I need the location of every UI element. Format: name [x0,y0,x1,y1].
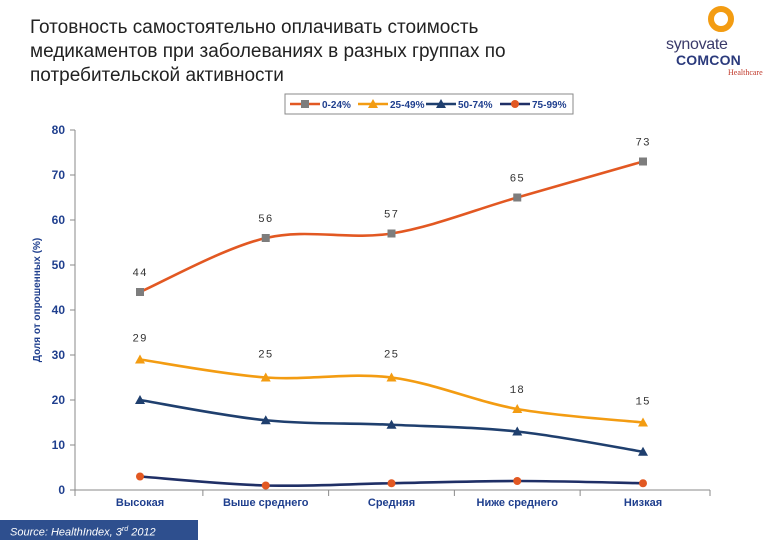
legend-label: 75-99% [532,100,567,111]
data-point-50-74% [638,446,648,456]
y-tick-label: 50 [52,258,66,272]
logo-ring-icon [708,6,734,32]
data-point-0-24% [513,193,522,202]
data-point-50-74% [135,395,145,404]
source-sup: rd [121,526,129,533]
logo-top-text: synovate [666,36,728,53]
source-year: 2012 [131,526,156,539]
data-label: 25 [258,350,273,362]
data-point-25-49% [135,354,145,364]
x-tick-label: Высокая [116,497,164,509]
data-point-50-74% [260,415,271,425]
x-tick-label: Средняя [368,497,415,509]
data-label: 44 [132,268,147,280]
data-label: 65 [510,174,525,186]
source-note: Source: HealthIndex, 3rd 2012 [0,520,198,540]
page-title: Готовность самостоятельно оплачивать сто… [30,16,590,88]
x-tick-label: Ниже среднего [477,497,559,509]
data-label: 56 [258,214,273,226]
data-point-0-24% [136,288,144,296]
synovate-comcon-logo: synovate COMCON Healthcare [658,6,768,77]
data-label: 15 [635,397,650,409]
title-line-1: Готовность самостоятельно оплачивать сто… [30,17,479,38]
x-tick-label: Низкая [624,497,662,509]
data-label: 29 [132,334,147,346]
data-point-25-49% [386,372,397,382]
y-tick-label: 70 [52,168,66,182]
data-point-0-24% [387,229,396,238]
source-prefix: Source: HealthIndex, 3 [10,526,122,539]
legend-label: 0-24% [322,100,351,111]
data-point-75-99% [513,477,522,485]
y-tick-label: 80 [52,123,66,137]
legend-label: 50-74% [458,100,493,111]
data-point-75-99% [136,472,144,481]
data-label: 18 [510,385,525,397]
y-tick-label: 0 [58,483,65,497]
series-line-0-24% [139,160,644,294]
data-point-0-24% [639,157,647,166]
data-point-25-49% [638,417,648,427]
data-label: 57 [384,210,399,222]
data-point-0-24% [261,234,270,242]
y-tick-label: 10 [52,438,66,452]
y-tick-label: 60 [52,213,66,227]
logo-sub-text: Healthcare [728,68,763,77]
data-point-75-99% [261,481,270,490]
title-line-2: медикаментов при заболеваниях в разных г… [30,41,506,62]
y-axis-title: Доля от опрошенных (%) [32,238,43,362]
data-point-25-49% [260,372,271,382]
data-point-25-49% [512,404,523,413]
y-tick-label: 30 [52,348,66,362]
logo-bottom-text: COMCON [676,52,741,68]
data-point-50-74% [386,419,397,429]
data-point-75-99% [387,479,396,488]
legend-marker-75-99% [511,100,519,108]
data-point-75-99% [639,479,647,488]
y-tick-label: 40 [52,303,66,317]
legend-marker-50-74% [436,99,446,108]
legend-marker-0-24% [301,100,309,108]
legend-marker-25-49% [368,99,378,108]
y-tick-label: 20 [52,393,66,407]
data-label: 73 [635,138,650,150]
data-point-50-74% [512,426,523,436]
x-tick-label: Выше среднего [223,497,309,509]
legend-label: 25-49% [390,100,425,111]
data-label: 25 [384,350,399,362]
title-line-3: потребительской активности [30,65,284,86]
